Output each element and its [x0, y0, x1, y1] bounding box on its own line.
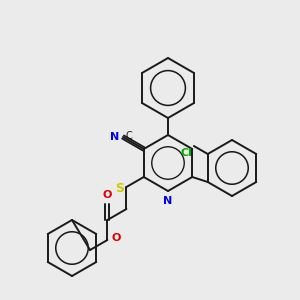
Text: O: O: [103, 190, 112, 200]
Text: N: N: [164, 196, 172, 206]
Text: O: O: [111, 233, 121, 243]
Text: Cl: Cl: [180, 148, 192, 158]
Text: S: S: [116, 182, 124, 194]
Text: C: C: [126, 131, 133, 141]
Text: N: N: [110, 132, 119, 142]
